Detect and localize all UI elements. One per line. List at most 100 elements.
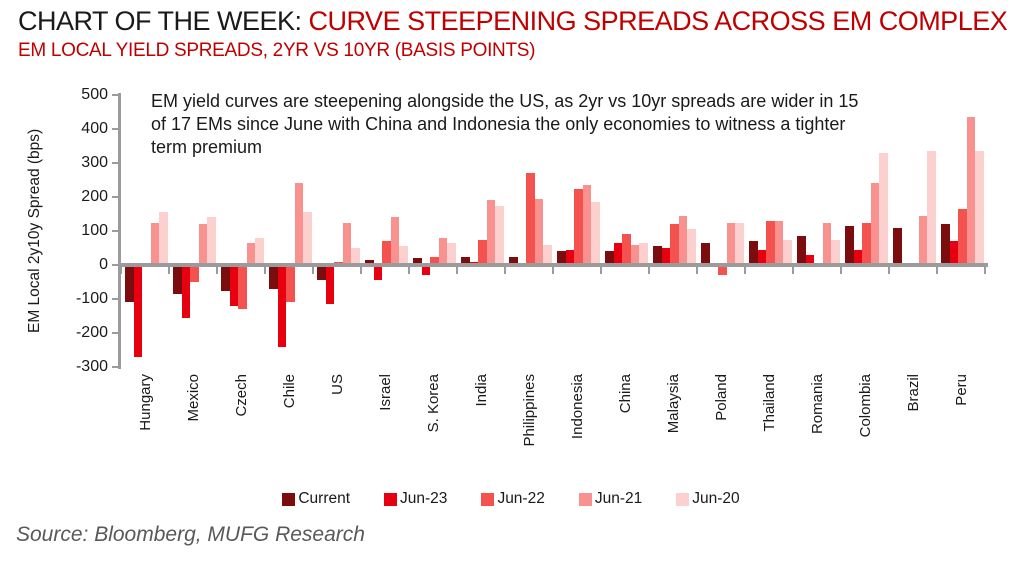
bar-jun-23-hungary <box>133 265 143 357</box>
bar-jun-22-s-korea <box>430 256 439 265</box>
bar-jun-22-mexico <box>190 265 199 282</box>
bar-jun-21-malaysia <box>678 215 688 265</box>
bar-jun-20-romania <box>831 239 840 265</box>
bar-jun-22-china <box>622 234 631 265</box>
bar-jun-21-china <box>630 244 640 265</box>
x-axis-tick <box>264 267 266 274</box>
bar-jun-22-india <box>478 239 487 265</box>
x-axis-tick <box>840 267 842 274</box>
bar-current-chile <box>269 265 278 289</box>
bar-jun-20-israel <box>399 246 408 265</box>
bar-jun-22-philippines <box>526 173 535 265</box>
bar-current-indonesia <box>557 251 566 265</box>
y-axis-tick-label: 0 <box>99 256 108 273</box>
x-axis-tick <box>888 267 890 274</box>
y-axis-tick-label: 300 <box>81 154 108 171</box>
bar-jun-22-indonesia <box>574 188 583 265</box>
x-axis-tick <box>744 267 746 274</box>
bar-jun-20-poland <box>735 222 744 265</box>
bar-jun-21-us <box>342 222 352 265</box>
bar-jun-22-israel <box>382 241 391 265</box>
bar-current-s-korea <box>413 258 422 265</box>
bar-current-peru <box>941 224 950 265</box>
bar-jun-20-china <box>639 242 648 265</box>
bar-jun-23-chile <box>277 265 287 347</box>
x-axis-category-label: Romania <box>809 374 826 435</box>
x-axis-tick <box>600 267 602 274</box>
y-axis-tick <box>112 264 118 266</box>
x-axis-tick <box>696 267 698 274</box>
bar-jun-20-czech <box>255 237 264 265</box>
x-axis-category-label: Peru <box>953 374 970 406</box>
bar-jun-23-mexico <box>181 265 191 318</box>
page-subtitle: EM LOCAL YIELD SPREADS, 2YR VS 10YR (BAS… <box>18 40 536 61</box>
y-axis-tick <box>112 332 118 334</box>
bar-jun-21-s-korea <box>438 237 448 265</box>
bar-jun-22-malaysia <box>670 224 679 265</box>
bar-jun-20-malaysia <box>687 229 696 265</box>
y-axis-tick <box>112 196 118 198</box>
x-axis-category-label: Hungary <box>137 374 154 431</box>
legend-label: Jun-21 <box>594 490 643 507</box>
bar-jun-23-peru <box>949 241 959 265</box>
bar-current-india <box>461 256 470 265</box>
x-axis-tick <box>456 267 458 274</box>
page-title-prefix: CHART OF THE WEEK: <box>18 6 309 36</box>
bar-current-mexico <box>173 265 182 294</box>
bar-jun-23-romania <box>805 254 815 265</box>
x-axis-baseline <box>118 263 988 267</box>
bar-jun-20-thailand <box>783 239 792 265</box>
x-axis-tick <box>792 267 794 274</box>
x-axis-category-label: Israel <box>377 374 394 411</box>
bar-jun-23-us <box>325 265 335 305</box>
bar-jun-22-poland <box>718 265 727 276</box>
legend-item-jun-23: Jun-23 <box>384 490 447 508</box>
y-axis-tick-label: 400 <box>81 120 108 137</box>
x-axis-category-label: Mexico <box>185 374 202 422</box>
bar-jun-22-colombia <box>862 222 871 265</box>
bar-jun-21-romania <box>822 222 832 265</box>
bar-jun-21-czech <box>246 242 256 265</box>
legend-label: Jun-23 <box>400 490 448 507</box>
bar-jun-21-peru <box>966 117 976 265</box>
bar-current-china <box>605 251 614 265</box>
bar-jun-20-colombia <box>879 152 888 265</box>
x-axis-tick <box>168 267 170 274</box>
legend-swatch-jun-21 <box>578 492 592 506</box>
bar-jun-22-czech <box>238 265 247 310</box>
x-axis-category-label: Indonesia <box>569 374 586 440</box>
bar-jun-21-israel <box>390 217 400 265</box>
y-axis-tick <box>112 162 118 164</box>
chart-legend: Current Jun-23 Jun-22 Jun-21 Jun-20 <box>0 490 1022 508</box>
x-axis-tick <box>216 267 218 274</box>
bar-current-philippines <box>509 256 518 265</box>
bar-current-brazil <box>893 227 902 265</box>
bar-jun-20-philippines <box>543 244 552 265</box>
bar-current-malaysia <box>653 246 662 265</box>
x-axis-tick <box>504 267 506 274</box>
x-axis-tick <box>408 267 410 274</box>
bar-jun-21-thailand <box>774 220 784 265</box>
y-axis-title: EM Local 2y10y Spread (bps) <box>26 128 43 334</box>
x-axis-category-label: Czech <box>233 374 250 417</box>
bar-current-israel <box>365 259 374 265</box>
y-axis-tick-label: 200 <box>81 188 108 205</box>
legend-item-jun-21: Jun-21 <box>578 490 643 508</box>
x-axis-tick <box>312 267 314 274</box>
x-axis-category-label: China <box>617 374 634 414</box>
bar-jun-21-chile <box>294 183 304 265</box>
bar-jun-21-india <box>486 200 496 265</box>
bar-jun-20-indonesia <box>591 202 600 265</box>
bar-jun-22-thailand <box>766 220 775 265</box>
y-axis-tick-label: 100 <box>81 222 108 239</box>
y-axis-tick-label: -300 <box>75 358 108 375</box>
y-axis-tick-label: -200 <box>75 324 108 341</box>
y-axis-tick <box>112 298 118 300</box>
bar-current-poland <box>701 242 710 265</box>
bar-jun-21-philippines <box>534 198 544 265</box>
bar-current-thailand <box>749 241 758 265</box>
bar-jun-23-china <box>613 242 623 265</box>
x-axis-tick <box>984 267 986 274</box>
bar-jun-20-s-korea <box>447 242 456 265</box>
x-axis-category-label: Malaysia <box>665 374 682 434</box>
